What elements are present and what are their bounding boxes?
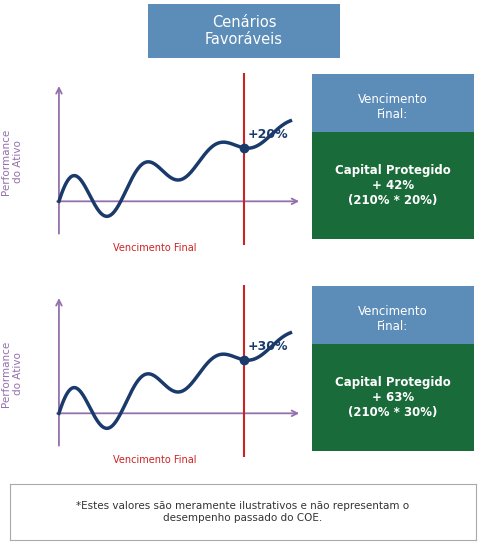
FancyBboxPatch shape (139, 1, 349, 61)
Text: Vencimento
Final:: Vencimento Final: (358, 93, 428, 121)
Text: Capital Protegido
+ 42%
(210% * 20%): Capital Protegido + 42% (210% * 20%) (335, 164, 451, 207)
Text: Cenários
Favoráveis: Cenários Favoráveis (205, 15, 283, 47)
FancyBboxPatch shape (302, 282, 484, 356)
FancyBboxPatch shape (306, 128, 481, 244)
Text: +30%: +30% (247, 340, 288, 353)
Text: Vencimento Final: Vencimento Final (114, 455, 197, 465)
Text: Performance
do Ativo: Performance do Ativo (1, 128, 23, 194)
Text: +20%: +20% (247, 128, 288, 141)
Text: *Estes valores são meramente ilustrativos e não representam o
desempenho passado: *Estes valores são meramente ilustrativo… (76, 501, 410, 523)
Text: Vencimento Final: Vencimento Final (114, 243, 197, 253)
FancyBboxPatch shape (302, 70, 484, 144)
Text: Performance
do Ativo: Performance do Ativo (1, 340, 23, 407)
Text: Capital Protegido
+ 63%
(210% * 30%): Capital Protegido + 63% (210% * 30%) (335, 376, 451, 419)
FancyBboxPatch shape (306, 340, 481, 455)
Text: Vencimento
Final:: Vencimento Final: (358, 305, 428, 333)
